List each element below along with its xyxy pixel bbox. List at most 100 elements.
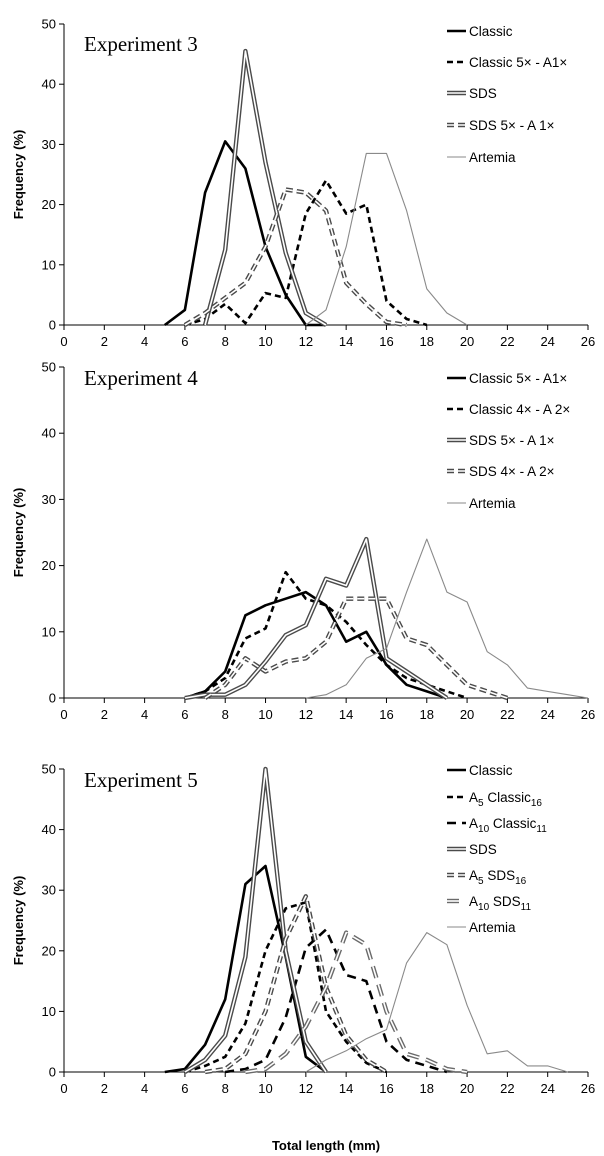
legend-item-sds-4x-a-2x: SDS 4× - A 2×: [447, 464, 555, 479]
legend-item-sds: SDS: [447, 86, 497, 101]
legend-item-artemia: Artemia: [447, 920, 516, 935]
x-tick-label: 20: [460, 707, 474, 722]
series-artemia: [305, 538, 589, 699]
x-tick-label: 8: [222, 334, 229, 349]
legend-label: SDS 5× - A 1×: [469, 433, 555, 448]
x-tick-label: 22: [500, 1081, 514, 1096]
x-tick-label: 18: [420, 334, 434, 349]
y-tick-label: 40: [42, 77, 56, 92]
legend-label: A10 SDS11: [469, 894, 531, 913]
x-tick-label: 10: [258, 1081, 272, 1096]
y-tick-label: 40: [42, 426, 56, 441]
series-line-artemia: [305, 932, 568, 1073]
legend-label: SDS: [469, 86, 497, 101]
series-sds-5x-a-1x: [184, 536, 449, 701]
x-tick-label: 22: [500, 334, 514, 349]
panel-title-exp4: Experiment 4: [84, 366, 198, 390]
series-a10-sds11: [245, 930, 468, 1075]
legend-item-artemia: Artemia: [447, 150, 516, 165]
y-tick-label: 50: [42, 360, 56, 375]
x-axis-title: Total length (mm): [272, 1138, 380, 1153]
y-tick-label: 20: [42, 943, 56, 958]
y-tick-label: 20: [42, 197, 56, 212]
x-tick-label: 10: [258, 707, 272, 722]
y-axis-title-exp4: Frequency (%): [11, 488, 26, 578]
y-tick-label: 30: [42, 492, 56, 507]
legend-label: A5 SDS16: [469, 868, 527, 887]
x-tick-label: 24: [540, 334, 554, 349]
legend-label: Classic 4× - A 2×: [469, 402, 570, 417]
legend-label: A5 Classic16: [469, 790, 542, 809]
x-tick-label: 16: [379, 707, 393, 722]
x-tick-label: 24: [540, 1081, 554, 1096]
x-tick-label: 12: [299, 1081, 313, 1096]
x-tick-label: 16: [379, 1081, 393, 1096]
legend-label: A10 Classic11: [469, 816, 547, 835]
series-line-sds: [184, 768, 327, 1073]
legend-label: Classic 5× - A1×: [469, 371, 567, 386]
legend-label: SDS 5× - A 1×: [469, 118, 555, 133]
x-tick-label: 4: [141, 334, 148, 349]
x-tick-label: 4: [141, 707, 148, 722]
x-tick-label: 0: [60, 707, 67, 722]
series-a5-sds16: [204, 894, 388, 1075]
series-line-artemia: [305, 538, 589, 699]
series-classic-5x-a1x: [184, 590, 448, 700]
x-tick-label: 12: [299, 707, 313, 722]
series-classic: [164, 140, 326, 327]
legend-item-sds-5x-a-1x: SDS 5× - A 1×: [447, 433, 555, 448]
y-tick-label: 30: [42, 883, 56, 898]
series-classic-4x-a-2x: [184, 570, 468, 700]
x-tick-label: 2: [101, 334, 108, 349]
series-line-classic-5x-a1x: [184, 179, 428, 327]
series-line-classic: [164, 864, 327, 1074]
legend-item-a5-sds16: A5 SDS16: [447, 868, 527, 887]
series-line-classic-5x-a1x: [184, 590, 448, 700]
y-tick-label: 50: [42, 17, 56, 32]
x-tick-label: 16: [379, 334, 393, 349]
y-tick-label: 0: [49, 691, 56, 706]
legend-label: Artemia: [469, 920, 516, 935]
x-tick-label: 0: [60, 1081, 67, 1096]
series-sds-5x-a-1x: [183, 187, 407, 328]
x-tick-label: 20: [460, 334, 474, 349]
legend-label: SDS: [469, 842, 497, 857]
legend-item-classic-5x-a1x: Classic 5× - A1×: [447, 371, 567, 386]
y-tick-label: 50: [42, 762, 56, 777]
panel-title-exp5: Experiment 5: [84, 768, 198, 792]
x-tick-label: 24: [540, 707, 554, 722]
legend-label: Artemia: [469, 150, 516, 165]
series-line-classic-4x-a-2x: [184, 570, 468, 700]
x-tick-label: 6: [181, 334, 188, 349]
y-axis-title-exp3: Frequency (%): [11, 130, 26, 220]
x-tick-label: 26: [581, 707, 595, 722]
series-line-a10-classic11: [225, 928, 448, 1074]
x-tick-label: 26: [581, 1081, 595, 1096]
series-line-a5-classic16: [184, 900, 388, 1074]
series-sds: [183, 766, 328, 1074]
legend-item-classic-4x-a-2x: Classic 4× - A 2×: [447, 402, 570, 417]
legend-item-classic: Classic: [447, 24, 513, 39]
series-classic: [164, 864, 327, 1074]
series-line-sds-4x-a-2x: [204, 597, 508, 699]
legend-item-classic-5x-a1x: Classic 5× - A1×: [447, 55, 567, 70]
series-line-classic: [164, 140, 326, 327]
legend-item-artemia: Artemia: [447, 496, 516, 511]
x-tick-label: 2: [101, 1081, 108, 1096]
legend-item-a5-classic16: A5 Classic16: [447, 790, 542, 809]
series-artemia: [305, 932, 568, 1073]
series-line-sds-5x-a-1x: [184, 538, 448, 699]
y-axis-title-exp5: Frequency (%): [11, 876, 26, 966]
y-tick-label: 10: [42, 1004, 56, 1019]
series-line-sds: [204, 50, 327, 326]
legend-label: Artemia: [469, 496, 516, 511]
x-tick-label: 20: [460, 1081, 474, 1096]
series-line-sds: [202, 48, 328, 327]
y-tick-label: 20: [42, 558, 56, 573]
x-tick-label: 14: [339, 707, 353, 722]
x-tick-label: 18: [420, 707, 434, 722]
